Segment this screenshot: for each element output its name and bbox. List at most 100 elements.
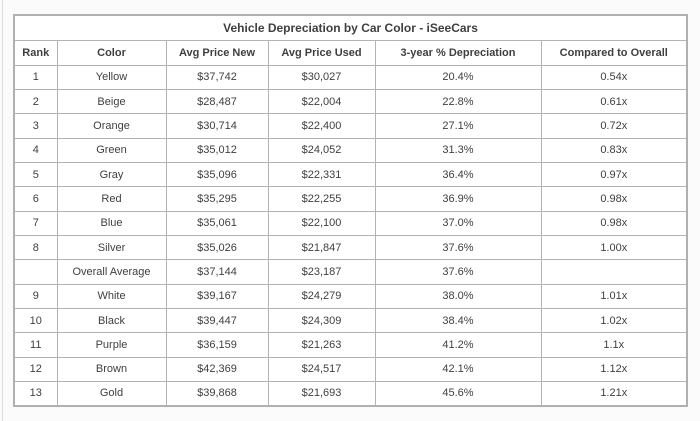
cell-avg-price-used: $22,100	[267, 210, 376, 236]
table-row: 10 Black $39,447 $24,309 38.4% 1.02x	[13, 307, 688, 334]
column-header-rank: Rank	[13, 39, 58, 66]
cell-depreciation: 31.3%	[374, 137, 542, 163]
cell-depreciation: 37.0%	[374, 210, 542, 236]
table-row: 11 Purple $36,159 $21,263 41.2% 1.1x	[13, 332, 688, 358]
cell-depreciation: 27.1%	[374, 113, 542, 139]
cell-avg-price-new: $35,061	[165, 210, 269, 236]
cell-rank: 1	[13, 64, 58, 90]
cell-color: Brown	[56, 356, 167, 382]
table-row: 4 Green $35,012 $24,052 31.3% 0.83x	[13, 137, 688, 163]
cell-compared-to-overall: 0.54x	[540, 64, 688, 90]
cell-avg-price-new: $37,742	[165, 64, 269, 90]
table-body: 1 Yellow $37,742 $30,027 20.4% 0.54x 2 Beige $28…	[13, 64, 688, 407]
cell-avg-price-new: $37,144	[165, 259, 269, 285]
cell-avg-price-new: $39,167	[165, 283, 269, 309]
cell-depreciation: 38.0%	[374, 283, 542, 309]
table-title-row: Vehicle Depreciation by Car Color - iSee…	[13, 14, 688, 41]
cell-avg-price-new: $28,487	[165, 88, 269, 115]
cell-color: Purple	[56, 332, 167, 358]
cell-rank: 4	[13, 137, 58, 163]
cell-compared-to-overall	[540, 259, 688, 285]
cell-color: Orange	[56, 113, 167, 139]
cell-avg-price-new: $39,868	[165, 380, 269, 407]
table-row: 8 Silver $35,026 $21,847 37.6% 1.00x	[13, 234, 688, 261]
cell-rank: 8	[13, 234, 58, 261]
cell-depreciation: 20.4%	[374, 64, 542, 90]
cell-avg-price-used: $24,517	[267, 356, 376, 382]
cell-rank: 5	[13, 161, 58, 188]
table-header-row: Rank Color Avg Price New Avg Price Used …	[13, 39, 688, 66]
cell-compared-to-overall: 0.98x	[540, 186, 688, 212]
cell-avg-price-new: $35,295	[165, 186, 269, 212]
cell-color: White	[56, 283, 167, 309]
cell-color: Gold	[56, 380, 167, 407]
cell-rank: 13	[13, 380, 58, 407]
cell-color: Green	[56, 137, 167, 163]
cell-color: Silver	[56, 234, 167, 261]
cell-avg-price-new: $35,096	[165, 161, 269, 188]
cell-compared-to-overall: 0.98x	[540, 210, 688, 236]
cell-compared-to-overall: 0.61x	[540, 88, 688, 115]
cell-compared-to-overall: 0.72x	[540, 113, 688, 139]
cell-color: Gray	[56, 161, 167, 188]
cell-avg-price-used: $21,263	[267, 332, 376, 358]
cell-depreciation: 37.6%	[374, 259, 542, 285]
cell-compared-to-overall: 0.97x	[540, 161, 688, 188]
table-row: 5 Gray $35,096 $22,331 36.4% 0.97x	[13, 161, 688, 188]
cell-compared-to-overall: 1.01x	[540, 283, 688, 309]
table-title: Vehicle Depreciation by Car Color - iSee…	[13, 14, 688, 41]
cell-depreciation: 38.4%	[374, 307, 542, 334]
column-header-compared-to-overall: Compared to Overall	[540, 39, 688, 66]
table-row: 7 Blue $35,061 $22,100 37.0% 0.98x	[13, 210, 688, 236]
cell-rank: 3	[13, 113, 58, 139]
cell-rank: 9	[13, 283, 58, 309]
cell-compared-to-overall: 1.1x	[540, 332, 688, 358]
cell-compared-to-overall: 1.00x	[540, 234, 688, 261]
cell-avg-price-new: $42,369	[165, 356, 269, 382]
column-header-avg-price-used: Avg Price Used	[267, 39, 376, 66]
screen-edge-line	[2, 0, 3, 421]
table-row: 12 Brown $42,369 $24,517 42.1% 1.12x	[13, 356, 688, 382]
cell-compared-to-overall: 0.83x	[540, 137, 688, 163]
column-header-depreciation: 3-year % Depreciation	[374, 39, 542, 66]
table-row: 6 Red $35,295 $22,255 36.9% 0.98x	[13, 186, 688, 212]
cell-avg-price-new: $36,159	[165, 332, 269, 358]
cell-avg-price-used: $22,400	[267, 113, 376, 139]
cell-depreciation: 22.8%	[374, 88, 542, 115]
cell-color: Black	[56, 307, 167, 334]
cell-rank: 2	[13, 88, 58, 115]
cell-rank	[13, 259, 58, 285]
cell-avg-price-new: $35,012	[165, 137, 269, 163]
cell-rank: 10	[13, 307, 58, 334]
cell-depreciation: 37.6%	[374, 234, 542, 261]
cell-avg-price-used: $22,004	[267, 88, 376, 115]
cell-color: Blue	[56, 210, 167, 236]
cell-avg-price-used: $24,279	[267, 283, 376, 309]
cell-compared-to-overall: 1.12x	[540, 356, 688, 382]
table-row: 9 White $39,167 $24,279 38.0% 1.01x	[13, 283, 688, 309]
cell-color: Beige	[56, 88, 167, 115]
table-row: 2 Beige $28,487 $22,004 22.8% 0.61x	[13, 88, 688, 115]
cell-depreciation: 36.9%	[374, 186, 542, 212]
cell-avg-price-used: $22,255	[267, 186, 376, 212]
column-header-avg-price-new: Avg Price New	[165, 39, 269, 66]
cell-avg-price-used: $21,847	[267, 234, 376, 261]
cell-rank: 11	[13, 332, 58, 358]
cell-avg-price-used: $23,187	[267, 259, 376, 285]
cell-compared-to-overall: 1.02x	[540, 307, 688, 334]
cell-avg-price-used: $30,027	[267, 64, 376, 90]
cell-avg-price-used: $21,693	[267, 380, 376, 407]
cell-compared-to-overall: 1.21x	[540, 380, 688, 407]
table-row: 3 Orange $30,714 $22,400 27.1% 0.72x	[13, 113, 688, 139]
cell-color: Red	[56, 186, 167, 212]
cell-depreciation: 41.2%	[374, 332, 542, 358]
column-header-color: Color	[56, 39, 167, 66]
cell-color: Overall Average	[56, 259, 167, 285]
cell-avg-price-used: $24,309	[267, 307, 376, 334]
cell-rank: 7	[13, 210, 58, 236]
cell-rank: 6	[13, 186, 58, 212]
depreciation-table: Vehicle Depreciation by Car Color - iSee…	[13, 14, 689, 407]
table-row: 13 Gold $39,868 $21,693 45.6% 1.21x	[13, 380, 688, 407]
table-row: 1 Yellow $37,742 $30,027 20.4% 0.54x	[13, 64, 688, 90]
cell-avg-price-new: $30,714	[165, 113, 269, 139]
